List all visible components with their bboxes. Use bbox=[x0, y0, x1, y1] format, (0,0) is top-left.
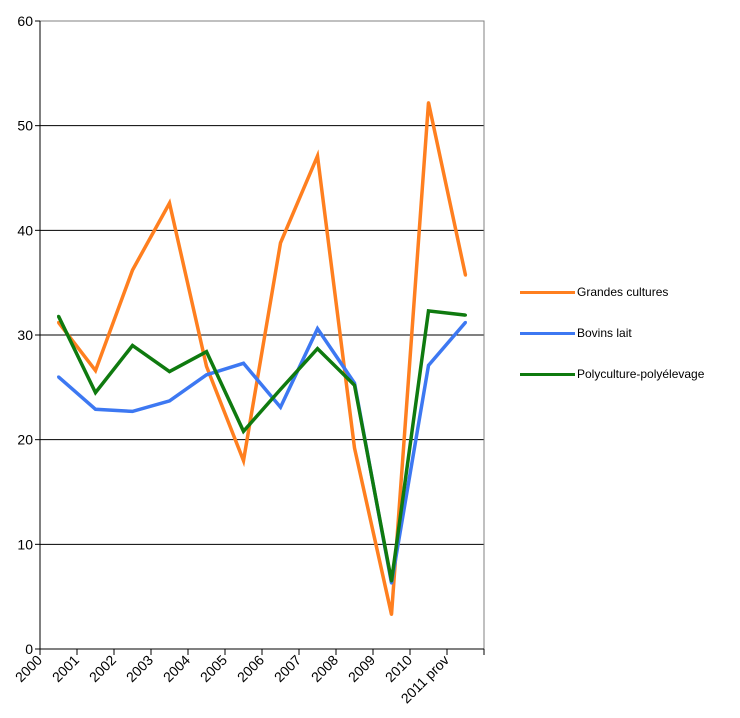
data-point bbox=[168, 201, 171, 205]
data-point bbox=[242, 429, 245, 433]
data-point bbox=[390, 581, 393, 585]
data-point bbox=[427, 101, 430, 105]
data-point bbox=[131, 344, 134, 347]
data-point bbox=[390, 579, 393, 583]
data-point bbox=[205, 373, 208, 377]
x-tick-label: 2004 bbox=[160, 652, 193, 685]
data-point bbox=[205, 350, 208, 354]
legend: Grandes cultures Bovins lait Polyculture-p… bbox=[520, 282, 735, 405]
data-point bbox=[57, 314, 60, 318]
x-tick-label: 2006 bbox=[234, 652, 267, 685]
data-point bbox=[316, 327, 319, 331]
series-grandes-cultures bbox=[57, 101, 468, 616]
data-point bbox=[279, 405, 282, 409]
legend-swatch bbox=[520, 372, 575, 376]
data-point bbox=[242, 459, 245, 463]
x-tick-label: 2009 bbox=[345, 652, 378, 685]
x-tick-label: 2001 bbox=[49, 652, 82, 685]
data-point bbox=[464, 313, 467, 317]
legend-label: Bovins lait bbox=[577, 326, 632, 340]
data-point bbox=[94, 407, 97, 411]
data-point bbox=[279, 241, 282, 245]
data-point bbox=[427, 363, 430, 367]
legend-item: Polyculture-polyélevage bbox=[520, 364, 735, 384]
series-polyculture-polyelevage bbox=[56, 308, 467, 583]
data-point bbox=[57, 375, 60, 379]
data-point bbox=[390, 613, 393, 616]
y-tick-label: 60 bbox=[17, 13, 33, 29]
y-tick-label: 0 bbox=[25, 641, 33, 657]
data-point bbox=[242, 361, 245, 365]
legend-swatch bbox=[520, 331, 575, 335]
x-tick-label: 2010 bbox=[382, 652, 415, 685]
data-point bbox=[464, 320, 467, 324]
legend-label: Polyculture-polyélevage bbox=[577, 367, 705, 381]
x-tick-label: 2007 bbox=[271, 652, 304, 685]
data-point bbox=[353, 446, 356, 450]
data-point bbox=[94, 391, 97, 395]
y-tick-label: 50 bbox=[17, 118, 33, 134]
y-tick-label: 40 bbox=[17, 222, 33, 238]
data-point bbox=[94, 369, 97, 373]
series-line bbox=[56, 308, 466, 582]
x-tick-label: 2002 bbox=[86, 652, 119, 685]
y-tick-label: 10 bbox=[17, 536, 33, 552]
legend-label: Grandes cultures bbox=[577, 285, 669, 299]
legend-swatch bbox=[520, 290, 575, 294]
data-point bbox=[279, 387, 282, 391]
data-point bbox=[168, 399, 171, 403]
series-line bbox=[57, 102, 468, 615]
x-tick-label: 2008 bbox=[308, 652, 341, 685]
legend-item: Grandes cultures bbox=[520, 282, 735, 302]
data-point bbox=[427, 309, 430, 313]
y-tick-label: 20 bbox=[17, 432, 33, 448]
data-point bbox=[131, 409, 134, 413]
data-point bbox=[205, 364, 208, 368]
x-tick-label: 2000 bbox=[12, 652, 45, 685]
x-tick-label: 2005 bbox=[197, 652, 230, 685]
legend-item: Bovins lait bbox=[520, 323, 735, 343]
data-point bbox=[131, 268, 134, 272]
data-point bbox=[316, 347, 319, 351]
data-point bbox=[316, 154, 319, 158]
data-point bbox=[168, 370, 171, 374]
y-tick-label: 30 bbox=[17, 327, 33, 343]
data-point bbox=[464, 273, 467, 277]
x-tick-label: 2003 bbox=[123, 652, 156, 685]
data-point bbox=[353, 383, 356, 387]
